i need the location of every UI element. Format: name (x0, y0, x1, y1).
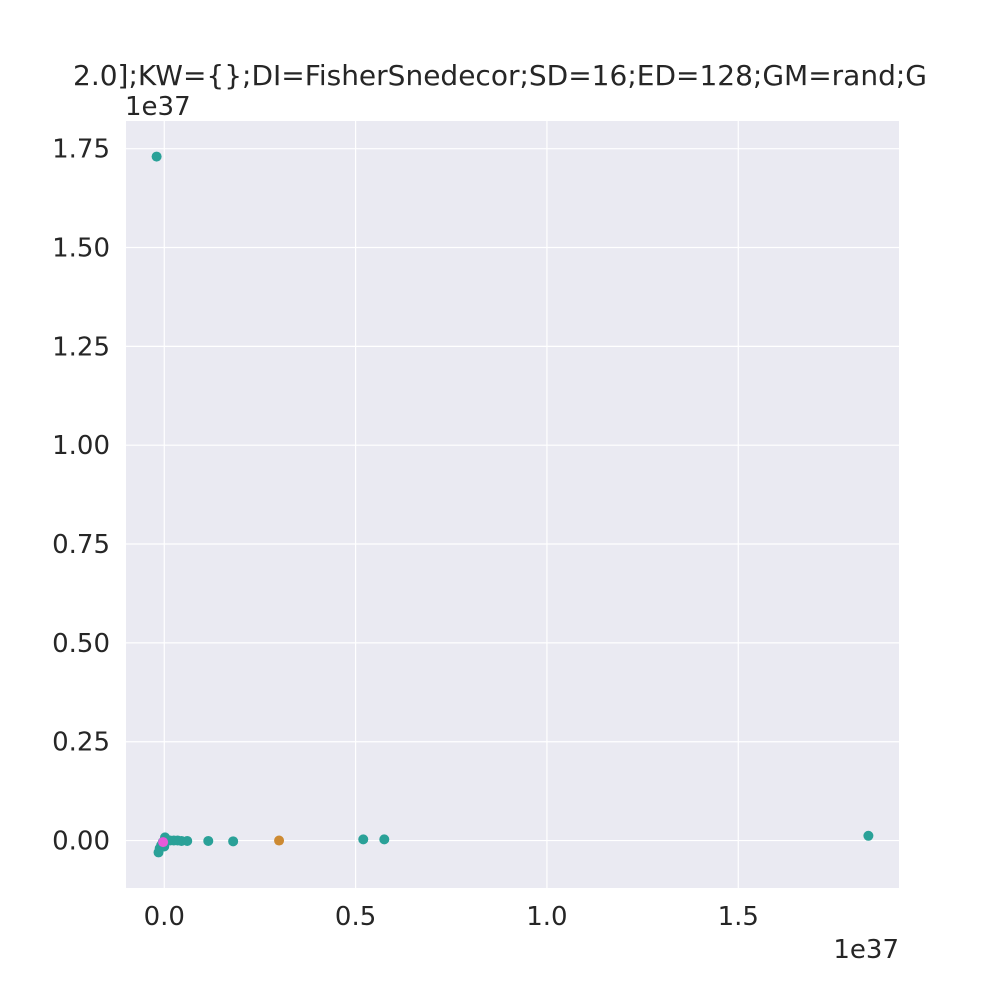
x-tick-labels: 0.0 0.5 1.0 1.5 (144, 902, 759, 932)
y-tick-label: 1.50 (52, 234, 110, 264)
scatter-point (863, 830, 874, 841)
scatter-point (203, 835, 214, 846)
y-tick-label: 0.00 (52, 827, 110, 857)
scatter-point (274, 835, 285, 846)
x-tick-label: 0.0 (144, 902, 185, 932)
scatter-point (358, 834, 369, 845)
scatter-points (151, 151, 874, 858)
plot-area (126, 121, 899, 888)
scatter-point (379, 834, 390, 845)
y-tick-labels: 0.00 0.25 0.50 0.75 1.00 1.25 1.50 1.75 (52, 135, 110, 857)
x-tick-label: 1.5 (718, 902, 759, 932)
chart-title: 2.0];KW={};DI=FisherSnedecor;SD=16;ED=12… (73, 59, 927, 92)
y-tick-label: 1.25 (52, 332, 110, 362)
y-offset-label: 1e37 (125, 92, 191, 122)
scatter-point (151, 151, 162, 162)
x-tick-label: 0.5 (335, 902, 376, 932)
y-tick-label: 0.50 (52, 629, 110, 659)
x-offset-label: 1e37 (833, 935, 899, 965)
y-tick-label: 0.25 (52, 728, 110, 758)
y-tick-label: 1.75 (52, 135, 110, 165)
grid-lines (126, 121, 899, 888)
y-tick-label: 1.00 (52, 431, 110, 461)
y-tick-label: 0.75 (52, 530, 110, 560)
scatter-point (228, 836, 239, 847)
x-tick-label: 1.0 (526, 902, 567, 932)
scatter-point (158, 837, 169, 848)
